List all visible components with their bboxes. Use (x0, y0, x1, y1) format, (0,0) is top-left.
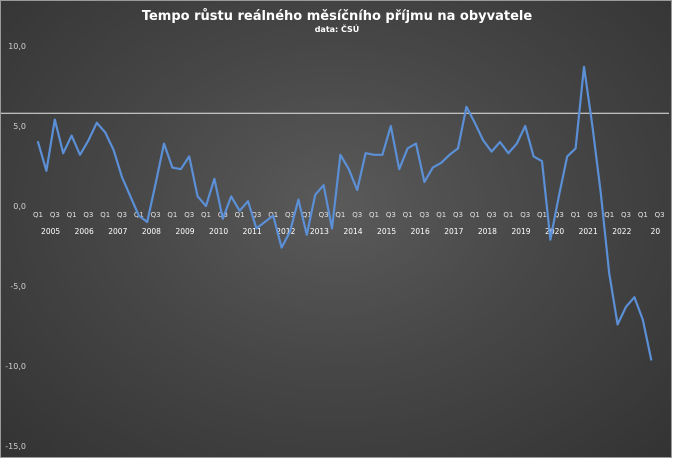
x-tick-label: Q1 (638, 211, 648, 219)
series-layer (36, 65, 653, 361)
x-tick-label: Q3 (285, 211, 295, 219)
year-label: 2011 (243, 227, 262, 236)
y-tick-label: 10,0 (8, 42, 26, 51)
year-label: 2009 (175, 227, 194, 236)
year-label: 2022 (612, 227, 631, 236)
year-label: 2019 (511, 227, 530, 236)
x-tick-label: Q3 (151, 211, 161, 219)
x-tick-label: Q1 (403, 211, 413, 219)
year-label: 2012 (276, 227, 295, 236)
x-tick-label: Q1 (604, 211, 614, 219)
x-tick-label: Q1 (100, 211, 110, 219)
x-tick-label: Q1 (335, 211, 345, 219)
x-tick-label: Q3 (655, 211, 665, 219)
year-label: 2010 (209, 227, 228, 236)
y-tick-label: -15,0 (5, 442, 26, 451)
y-tick-label: -5,0 (10, 282, 26, 291)
chart-subtitle: data: ČSÚ (315, 23, 360, 34)
year-label: 2014 (343, 227, 362, 236)
x-tick-label: Q3 (251, 211, 261, 219)
y-tick-label: 0,0 (13, 202, 26, 211)
year-label: 2018 (478, 227, 497, 236)
year-label: 2013 (310, 227, 329, 236)
year-label: 2008 (142, 227, 161, 236)
x-tick-label: Q1 (571, 211, 581, 219)
y-tick-label: -10,0 (5, 362, 26, 371)
x-tick-label: Q1 (33, 211, 43, 219)
x-tick-label: Q1 (537, 211, 547, 219)
x-tick-label: Q3 (83, 211, 93, 219)
x-tick-label: Q3 (352, 211, 362, 219)
year-label: 2016 (411, 227, 430, 236)
x-tick-label: Q1 (167, 211, 177, 219)
year-label: 20 (651, 227, 661, 236)
x-tick-label: Q3 (520, 211, 530, 219)
x-tick-label: Q1 (201, 211, 211, 219)
year-label: 2006 (75, 227, 94, 236)
x-tick-label: Q1 (369, 211, 379, 219)
x-tick-label: Q3 (453, 211, 463, 219)
x-tick-label: Q1 (302, 211, 312, 219)
y-tick-label: 5,0 (13, 122, 26, 131)
year-label: 2017 (444, 227, 463, 236)
year-label: 2020 (545, 227, 564, 236)
x-tick-label: Q3 (621, 211, 631, 219)
x-tick-label: Q3 (554, 211, 564, 219)
x-tick-label: Q1 (235, 211, 245, 219)
x-tick-label: Q3 (50, 211, 60, 219)
x-tick-label: Q1 (503, 211, 513, 219)
x-tick-label: Q3 (487, 211, 497, 219)
x-tick-label: Q3 (184, 211, 194, 219)
x-tick-label: Q3 (319, 211, 329, 219)
series-line (36, 65, 653, 361)
x-tick-label: Q3 (587, 211, 597, 219)
x-axis: Q1 Q3 Q1 Q3 Q1 Q3 Q1 Q3 Q1 Q3 Q1 Q3 Q1 Q3 Q1 Q3 Q1 Q3 Q1 Q3… (33, 211, 665, 236)
x-tick-label: Q3 (117, 211, 127, 219)
x-tick-label: Q1 (436, 211, 446, 219)
year-label: 2015 (377, 227, 396, 236)
x-tick-label: Q1 (470, 211, 480, 219)
year-label: 2005 (41, 227, 60, 236)
chart-title: Tempo růstu reálného měsíčního příjmu na… (142, 9, 533, 24)
y-axis: 10,0 5,0 0,0 -5,0 -10,0 -15,0 (5, 42, 26, 451)
year-label: 2021 (579, 227, 598, 236)
x-tick-label: Q1 (67, 211, 77, 219)
year-label: 2007 (108, 227, 127, 236)
x-tick-label: Q3 (419, 211, 429, 219)
x-tick-label: Q3 (386, 211, 396, 219)
